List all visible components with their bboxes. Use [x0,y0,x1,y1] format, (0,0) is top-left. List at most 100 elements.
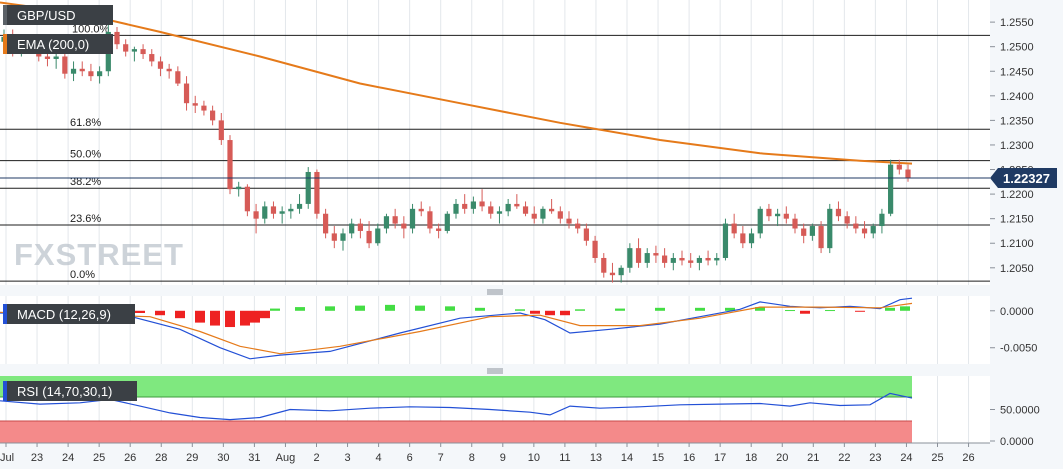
candle-body [123,44,129,52]
fib-level-label: 23.6% [70,213,101,225]
macd-histogram-bar [885,307,895,311]
candle-body [175,71,181,84]
candle-body [809,226,815,236]
price-axis-label: 1.2300 [1000,140,1034,152]
macd-histogram-bar [900,306,910,311]
macd-histogram-bar [325,306,335,311]
candle-body [409,208,416,229]
candle-body [383,216,390,229]
macd-histogram-bar [260,310,270,319]
candle-body [88,71,94,77]
symbol-label-text: GBP/USD [17,8,76,23]
fxstreet-logo-text: FXSTREET [14,237,184,272]
candle-body [270,206,277,214]
candle-body [696,257,702,263]
candle-body [748,233,755,244]
time-axis-label: 25 [931,452,943,464]
candle-body [296,203,303,209]
macd-histogram-bar [295,307,305,311]
candle-body [131,49,137,52]
candle-body [279,211,285,214]
time-axis-label: 4 [376,452,382,464]
price-axis-label: 1.2550 [1000,17,1034,29]
candle-body [844,216,850,224]
time-axis-label: 24 [900,452,912,464]
candle-body [827,208,833,249]
time-axis-label: 9 [500,452,506,464]
fib-level-label: 0.0% [70,269,95,281]
candle-body [514,203,520,207]
time-axis-label: 8 [469,452,475,464]
fxstreet-logo: FXSTREET [14,237,184,272]
symbol-label-accent [3,5,7,25]
candle-body [401,223,407,229]
time-axis-label: 22 [838,452,850,464]
candle-body [740,233,746,244]
fib-level-label: 50.0% [70,149,101,161]
candle-body [218,120,224,141]
candle-body [496,211,503,214]
candle-body [644,253,650,263]
macd-histogram-bar [270,308,280,311]
price-axis-label: 1.2200 [1000,189,1034,201]
candle-body [714,257,720,261]
candle-body [340,233,346,241]
time-axis-label: 23 [31,452,43,464]
macd-rsi-divider[interactable] [487,368,503,374]
current-price-tag: 1.22327 [990,168,1057,189]
price-macd-divider[interactable] [487,289,503,295]
time-axis-label: 23 [869,452,881,464]
time-axis-label: 18 [745,452,757,464]
candle-body [522,206,529,214]
time-axis-label: 29 [186,452,198,464]
candle-body [705,257,711,261]
rsi-axis-label: 50.0000 [1000,405,1040,417]
candle-body [44,56,51,59]
ema-label: EMA (200,0) [3,34,113,54]
macd-axis: 0.0000 -0.0050 [990,306,1037,355]
candle-body [801,228,807,236]
rsi-label: RSI (14,70,30,1) [3,381,137,401]
candle-body [427,211,433,229]
candle-body [575,223,581,229]
candle-body [818,226,824,249]
macd-label-bg [3,304,135,324]
price-axis-label: 1.2150 [1000,214,1034,226]
price-axis: 1.2550 1.2500 1.2450 1.2400 1.2350 1.2300 1.22… [990,17,1034,275]
candle-body [627,248,633,268]
candle-body [53,56,59,59]
candle-body [557,211,563,219]
macd-histogram-bar [415,305,425,311]
macd-histogram-bar [515,309,525,311]
rsi-axis: 50.0000 0.0000 [990,405,1040,448]
candle-body [731,223,737,234]
time-axis-label: 26 [962,452,974,464]
candle-body [375,228,381,244]
candle-body [227,140,233,190]
candle-body [366,230,372,244]
candle-body [888,164,894,214]
candle-body [323,213,329,234]
rsi-overbought-zone [0,376,912,397]
price-panel-bg [0,0,990,285]
macd-histogram-bar [475,307,485,311]
candle-body [462,203,468,209]
time-axis-label: 25 [93,452,105,464]
time-axis-label: 11 [559,452,570,464]
candle-body [601,257,607,273]
candle-body [479,201,485,207]
candle-body [149,54,155,62]
candle-body [444,213,450,231]
macd-histogram-bar [655,307,665,311]
price-axis-label: 1.2400 [1000,91,1034,103]
macd-histogram-bar [800,310,810,314]
candle-body [531,213,537,219]
fib-level-label: 100.0% [72,23,110,35]
macd-histogram-bar [785,310,795,312]
time-axis-label: 31 [248,452,260,464]
candle-body [140,49,146,55]
time-axis-label: 28 [155,452,167,464]
macd-histogram-bar [250,310,260,323]
candle-body [192,103,198,106]
